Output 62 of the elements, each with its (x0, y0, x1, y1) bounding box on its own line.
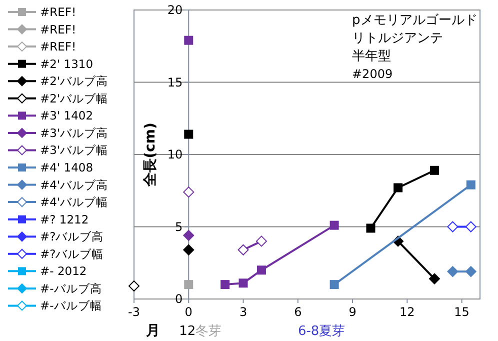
legend-label: #4' 1408 (40, 160, 94, 175)
point (447, 266, 458, 278)
x-tick-label: 15 (454, 305, 470, 319)
legend-label: #2'バルブ幅 (40, 91, 108, 106)
x-tick-label: 0 (184, 305, 192, 319)
y-tick-label: 5 (174, 220, 183, 234)
legend-label: #- 2012 (40, 264, 87, 278)
legend-label: #3'バルブ幅 (40, 143, 108, 158)
legend-label: #REF! (40, 40, 76, 54)
point (465, 221, 476, 232)
point (447, 221, 458, 232)
x-tick-label: 9 (348, 305, 356, 319)
point (430, 166, 439, 175)
legend-label: #3' 1402 (40, 108, 94, 123)
legend-label: #?バルブ幅 (40, 246, 104, 261)
y-tick-label: 20 (167, 3, 183, 18)
point (238, 244, 249, 256)
x-axis-title: 月 (145, 323, 160, 339)
legend-label: #4'バルブ高 (40, 178, 108, 192)
point (238, 278, 248, 288)
text: 12 (179, 324, 196, 339)
legend-label: #-バルブ高 (40, 281, 102, 296)
legend-label: #REF! (40, 22, 76, 36)
legend-label: #REF! (40, 5, 76, 20)
point (256, 236, 267, 247)
point (428, 273, 440, 284)
x-tick-label: 12 (400, 305, 415, 319)
x-tick-label: 3 (239, 305, 248, 319)
point (184, 130, 194, 139)
point (220, 280, 230, 290)
legend-label: #2'バルブ高 (40, 74, 108, 88)
point (184, 280, 194, 290)
y-tick-label: 15 (167, 75, 183, 90)
legend-label: #3'バルブ高 (40, 126, 108, 140)
legend-label: #?バルブ高 (40, 230, 104, 244)
point (183, 230, 194, 241)
annotation: 半年型 (352, 49, 391, 64)
text: 6-8夏芽 (298, 324, 346, 339)
y-tick-label: 10 (167, 148, 183, 162)
y-tick-label: 0 (174, 292, 183, 306)
point (256, 266, 266, 275)
point (330, 280, 339, 290)
y-axis-title: 全長(cm) (142, 122, 159, 188)
legend-label: #4'バルブ幅 (40, 195, 108, 210)
point (466, 180, 476, 190)
legend-label: #-バルブ幅 (40, 298, 102, 313)
legend-label: #? 1212 (40, 212, 89, 226)
legend-label: #2' 1310 (40, 56, 94, 71)
point (394, 183, 403, 192)
annotation: #2009 (352, 67, 393, 81)
text: 冬芽 (196, 324, 222, 339)
point (330, 220, 339, 230)
point (366, 224, 376, 233)
annotation: リトルジアンテ (352, 31, 443, 46)
annotation: pメモリアルゴールド (352, 13, 478, 28)
point (183, 186, 194, 198)
point (184, 36, 194, 45)
point (183, 244, 194, 256)
point (128, 280, 140, 292)
x-tick-label: 6 (294, 305, 302, 319)
x-tick-label: -3 (128, 305, 140, 319)
point (465, 266, 476, 278)
